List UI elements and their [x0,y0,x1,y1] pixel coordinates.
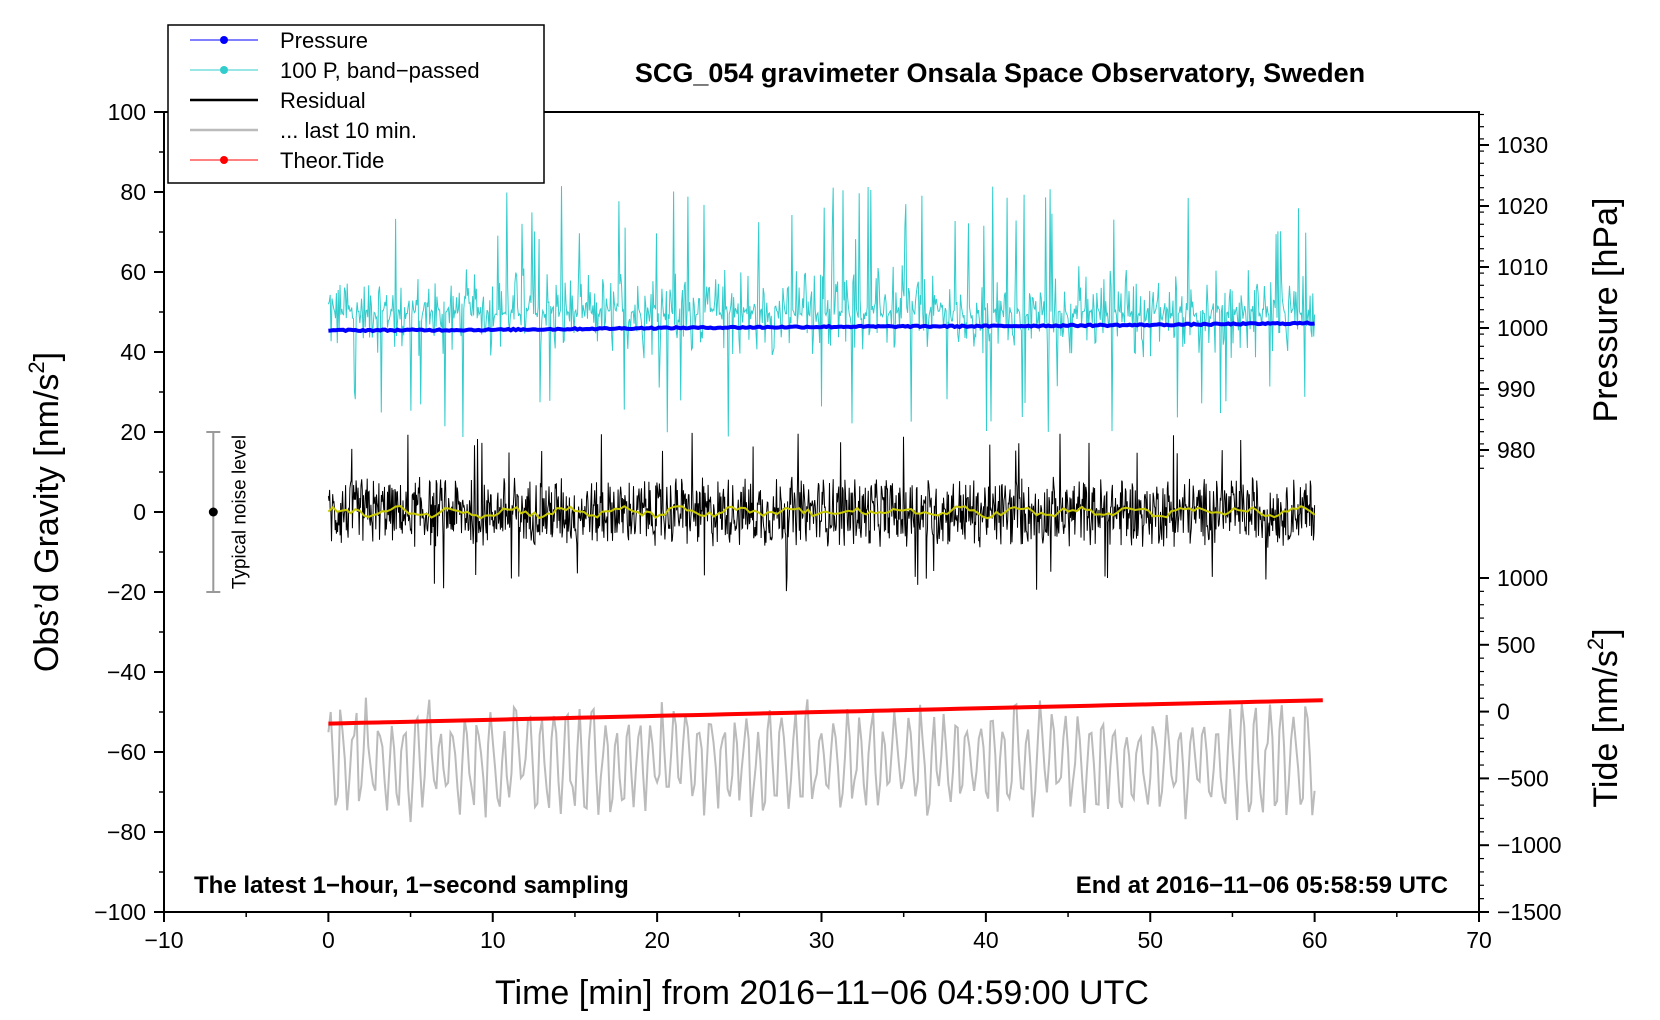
noise-label: Typical noise level [229,435,250,589]
y-tick-label: 100 [108,99,146,125]
legend-swatch-marker [220,36,228,44]
legend: Pressure 100 P, band−passed Residual ... la… [167,24,545,184]
tide-tick-label: 1000 [1497,565,1548,591]
data-traces [327,186,1323,823]
y-axis-label-left-sup: 2 [24,361,49,373]
y-axis-label-tide-sup: 2 [1583,638,1608,650]
legend-box [167,24,545,184]
y-tick-label: −60 [107,739,146,765]
noise-indicator: Typical noise level [206,431,250,593]
legend-label: Pressure [280,28,368,53]
pressure-tick-label: 1030 [1497,132,1548,158]
x-axis-label: Time [min] from 2016−11−06 04:59:00 UTC [495,974,1149,1012]
y-axis-label-left-end: ] [28,352,66,361]
legend-rows: Pressure 100 P, band−passed Residual ... la… [190,28,480,173]
y-axis-label-tide-main: Tide [nm/s [1587,650,1625,807]
legend-swatch-marker [220,66,228,74]
tide-tick-label: −1000 [1497,832,1562,858]
x-tick-label: 60 [1302,927,1328,953]
theoretical-tide-line [328,698,1323,726]
legend-swatch-marker [220,156,228,164]
y-tick-label: 60 [120,259,146,285]
y-axis-label-pressure: Pressure [hPa] [1587,198,1625,423]
x-tick-label: 70 [1466,927,1492,953]
pressure-tick-label: 990 [1497,376,1535,402]
annotation-right: End at 2016−11−06 05:58:59 UTC [1076,872,1448,899]
chart-title: SCG_054 gravimeter Onsala Space Observat… [635,58,1365,88]
x-tick-label: 50 [1137,927,1163,953]
legend-label: Residual [280,88,366,113]
y-axis-label-tide-end: ] [1587,628,1625,637]
tide-tick-label: −1500 [1497,899,1562,925]
annotation-left: The latest 1−hour, 1−second sampling [194,872,629,899]
pressure-tick-label: 1000 [1497,315,1548,341]
residual-line [327,432,1316,592]
y-tick-label: 0 [133,499,146,525]
x-tick-label: 30 [809,927,835,953]
tide-tick-label: 0 [1497,699,1510,725]
tide-tick-label: −500 [1497,765,1549,791]
y-tick-label: 40 [120,339,146,365]
last-10-min-line [327,697,1316,823]
pressure-tick-label: 1010 [1497,254,1548,280]
legend-label: 100 P, band−passed [280,58,480,83]
y-axis-label-left-main: Obs’d Gravity [nm/s [28,374,66,673]
bandpassed-pressure-line [327,186,1316,438]
pressure-tick-label: 980 [1497,437,1535,463]
y-tick-label: 20 [120,419,146,445]
y-tick-label: −20 [107,579,146,605]
pressure-line [328,320,1315,334]
y-tick-label: −100 [94,899,146,925]
x-tick-label: 10 [480,927,506,953]
y-tick-label: −80 [107,819,146,845]
x-tick-label: 40 [973,927,999,953]
axis-ticks: −10 0 10 20 30 40 50 60 70100806040200−20−40−60−… [94,99,1561,953]
legend-label: Theor.Tide [280,148,384,173]
legend-label: ... last 10 min. [280,118,417,143]
x-tick-label: 0 [322,927,335,953]
y-axis-label-tide: Tide [nm/s2] [1583,628,1625,807]
pressure-tick-label: 1020 [1497,193,1548,219]
noise-center-dot [208,507,218,517]
y-tick-label: −40 [107,659,146,685]
y-tick-label: 80 [120,179,146,205]
tide-tick-label: 500 [1497,632,1535,658]
x-tick-label: −10 [144,927,183,953]
residual-smoothed-line [327,504,1316,520]
y-axis-label-left: Obs’d Gravity [nm/s2] [24,352,66,672]
x-tick-label: 20 [644,927,670,953]
